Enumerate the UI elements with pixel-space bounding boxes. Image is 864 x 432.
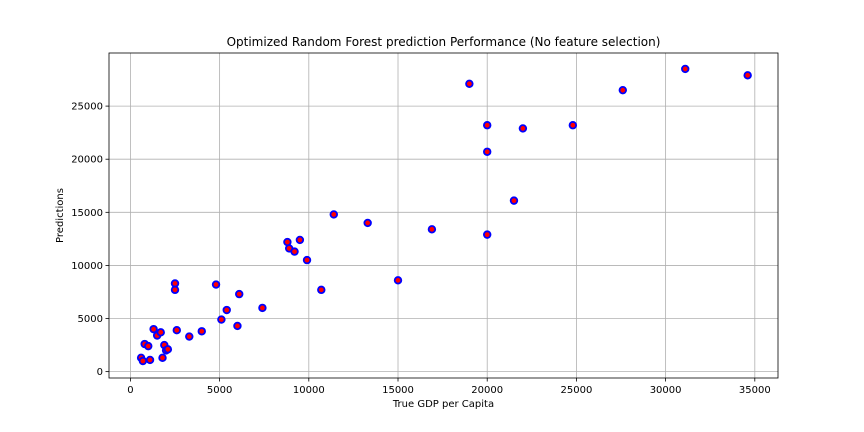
y-axis-label: Predictions <box>55 188 66 243</box>
data-point <box>235 289 244 299</box>
data-point <box>295 235 305 245</box>
x-axis-label: True GDP per Capita <box>392 399 494 410</box>
data-point <box>509 196 519 205</box>
data-point <box>427 225 437 234</box>
data-point <box>222 305 231 315</box>
x-tick-label: 35000 <box>739 385 771 396</box>
data-point <box>217 315 226 324</box>
data-point <box>743 71 752 80</box>
data-point <box>483 230 492 239</box>
data-point <box>138 356 148 366</box>
data-point <box>465 79 474 89</box>
x-tick-label: 25000 <box>561 385 593 396</box>
data-points <box>136 64 752 366</box>
y-tick-label: 25000 <box>71 102 103 113</box>
grid-lines <box>109 53 778 378</box>
data-point <box>518 124 528 133</box>
y-tick-label: 5000 <box>78 314 103 325</box>
data-point <box>172 326 181 335</box>
axis-ticks: 0 5000 10000 15000 20000 25000 30000 35000 0 5000… <box>71 102 771 396</box>
data-point <box>163 345 173 354</box>
data-point <box>149 324 158 334</box>
data-point <box>158 353 167 363</box>
data-point <box>568 121 578 130</box>
data-point <box>618 85 627 95</box>
data-point <box>156 328 165 337</box>
data-point <box>211 280 221 289</box>
data-point <box>145 355 155 365</box>
y-tick-label: 0 <box>97 367 103 378</box>
y-tick-label: 20000 <box>71 155 103 166</box>
y-tick-label: 15000 <box>71 208 103 219</box>
chart-title: Optimized Random Forest prediction Perfo… <box>227 35 661 49</box>
plot-area-frame <box>108 52 779 379</box>
data-point <box>363 218 372 228</box>
x-tick-label: 20000 <box>471 385 503 396</box>
data-point <box>329 210 338 219</box>
data-point <box>483 147 492 156</box>
data-point <box>317 285 326 295</box>
data-point <box>393 276 403 285</box>
data-point <box>290 247 299 256</box>
data-point <box>185 332 194 341</box>
data-point <box>681 64 690 74</box>
x-tick-label: 10000 <box>293 385 325 396</box>
y-tick-label: 10000 <box>71 261 103 272</box>
data-point <box>197 327 206 336</box>
data-point <box>302 255 312 265</box>
data-point <box>170 285 180 295</box>
data-point <box>258 303 267 313</box>
x-tick-label: 0 <box>127 385 133 396</box>
data-point <box>144 341 153 351</box>
data-point <box>483 121 492 130</box>
x-tick-label: 30000 <box>650 385 682 396</box>
data-point <box>233 321 242 331</box>
x-tick-label: 5000 <box>207 385 232 396</box>
x-tick-label: 15000 <box>382 385 414 396</box>
